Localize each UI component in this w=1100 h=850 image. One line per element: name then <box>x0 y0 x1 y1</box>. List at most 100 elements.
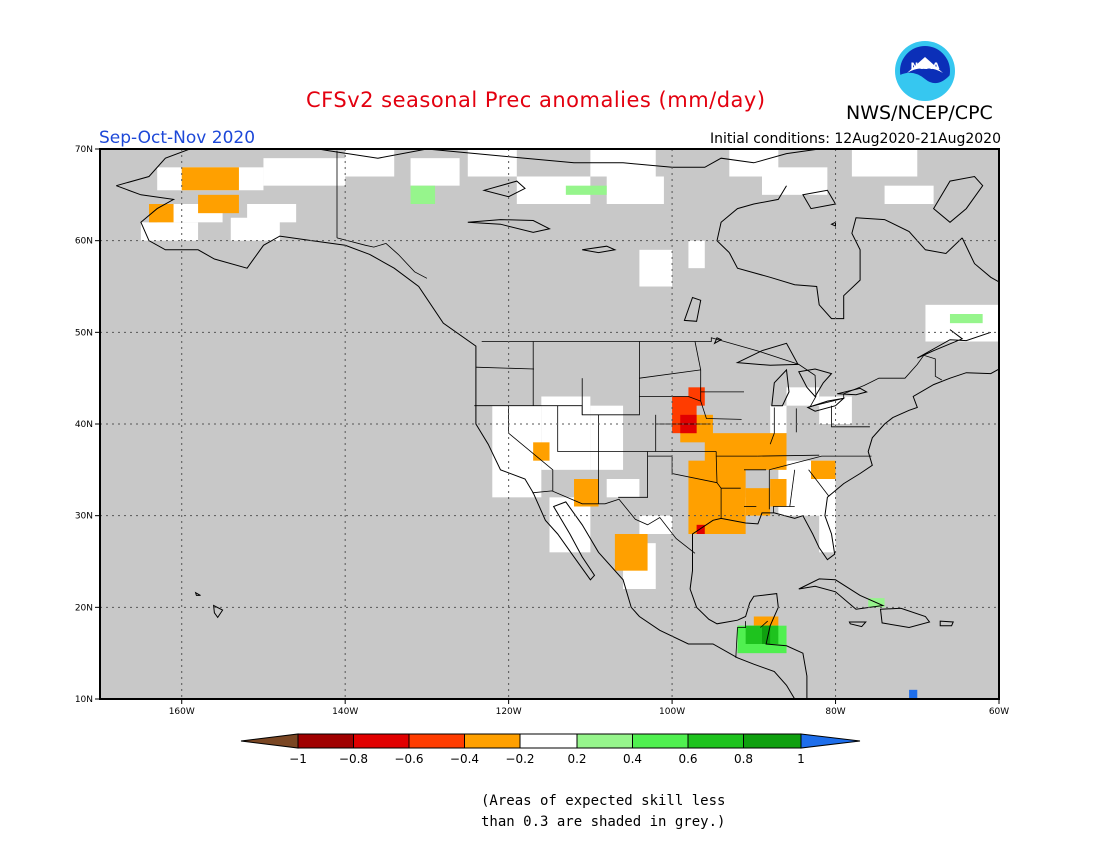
lake-outline <box>798 368 833 398</box>
low-skill-grey-background <box>100 149 999 699</box>
anomaly-cell-neutral <box>819 396 852 424</box>
political-border <box>694 341 742 420</box>
political-border <box>475 366 535 370</box>
anomaly-cell-neutral <box>639 515 673 534</box>
anomaly-cell-neutral <box>639 249 673 287</box>
colorbar-bin <box>353 733 410 749</box>
colorbar-bin <box>464 733 521 749</box>
skill-note: (Areas of expected skill less than 0.3 a… <box>481 791 725 833</box>
initial-conditions-label: Initial conditions: 12Aug2020-21Aug2020 <box>710 131 1001 147</box>
island-outline <box>939 620 954 627</box>
island-outline <box>798 578 885 610</box>
anomaly-cell-neutral <box>778 460 836 516</box>
colorbar-bin <box>519 733 578 749</box>
island-outline <box>879 607 931 629</box>
island-outline <box>932 175 984 223</box>
lake-outline <box>467 219 551 233</box>
anomaly-cell-neutral <box>729 149 779 177</box>
anomaly-cell-wet-0-8-1 <box>761 625 771 644</box>
lon-tick-label: 140W <box>332 707 358 717</box>
map-frame <box>99 148 1000 700</box>
anomaly-cell-neutral <box>492 405 542 498</box>
anomaly-cell-neutral <box>761 167 828 195</box>
political-border <box>808 469 830 497</box>
season-label: Sep-Oct-Nov 2020 <box>99 128 256 148</box>
colorbar-tick-label: −0.4 <box>450 752 479 766</box>
anomaly-cell-dry-0-2-0-4 <box>614 534 648 571</box>
colorbar-above-max-triangle <box>800 733 861 749</box>
lake-outline <box>582 245 617 254</box>
island-outline <box>1003 336 1056 361</box>
anomaly-cell-dry-0-2-0-4 <box>811 460 836 479</box>
anomaly-cell-neutral <box>884 185 934 204</box>
colorbar-bin <box>297 733 354 749</box>
island-outline <box>802 189 837 210</box>
colorbar-tick-label: 1 <box>797 752 805 766</box>
logo-text: NOAA <box>911 62 940 72</box>
agency-label: NWS/NCEP/CPC <box>846 102 993 124</box>
political-border <box>735 621 746 658</box>
skill-note-line: than 0.3 are shaded in grey.) <box>481 814 726 830</box>
political-border <box>760 620 768 628</box>
island-outline <box>848 621 867 628</box>
coastline <box>728 217 963 320</box>
lat-tick-label: 60N <box>75 237 93 247</box>
colorbar-tick-label: 0.4 <box>623 752 642 766</box>
lon-tick-label: 80W <box>825 707 845 717</box>
anomaly-cell-neutral <box>590 149 656 177</box>
political-border <box>769 455 872 471</box>
anomaly-cell-neutral <box>590 405 624 470</box>
colorbar-below-min-triangle <box>240 733 299 749</box>
political-border <box>618 451 648 498</box>
colorbar-bin <box>687 733 744 749</box>
anomaly-cell-neutral <box>819 515 836 553</box>
colorbar-tick-label: 0.8 <box>734 752 753 766</box>
anomaly-cell-wet-0-6-0-8 <box>745 625 779 644</box>
anomaly-cell-neutral <box>851 149 918 177</box>
political-border <box>773 506 795 513</box>
island-outline <box>213 604 224 619</box>
anomaly-cell-dry-0-2-0-4 <box>704 433 787 470</box>
anomaly-cell-wet-0-2-0-4 <box>565 185 607 195</box>
lake-outline <box>771 368 790 407</box>
lake-outline <box>735 342 799 366</box>
anomaly-cell-dry-0-2-0-4 <box>149 204 174 223</box>
anomaly-cell-dry-0-2-0-4 <box>533 442 550 461</box>
political-border <box>831 405 870 428</box>
anomaly-cell-dry-0-4-0-6 <box>672 396 697 434</box>
colorbar-bin <box>743 733 802 749</box>
anomaly-cell-neutral <box>623 543 656 589</box>
political-border <box>639 396 701 402</box>
coastline <box>689 552 808 699</box>
anomaly-cell-neutral <box>230 217 280 241</box>
colorbar-tick-label: 0.6 <box>678 752 697 766</box>
lake-outline <box>482 180 526 198</box>
anomaly-cell-neutral <box>467 149 517 177</box>
anomaly-cell-dry-0-6-0-8 <box>680 414 697 434</box>
anomaly-cell-neutral <box>688 240 705 269</box>
lat-tick-label: 20N <box>75 603 93 613</box>
colorbar-bin <box>408 733 465 749</box>
anomaly-cell-neutral <box>770 405 787 434</box>
coastline <box>716 185 787 253</box>
colorbar-bin <box>632 733 689 749</box>
anomaly-cell-wet-0-2-0-4 <box>949 314 983 324</box>
political-border <box>532 490 696 554</box>
anomaly-cell-neutral <box>737 497 771 516</box>
colorbar-tick-label: −0.2 <box>505 752 534 766</box>
political-border <box>474 341 640 416</box>
island-outline <box>194 591 201 596</box>
lat-tick-label: 70N <box>75 145 93 155</box>
political-border <box>757 454 820 457</box>
lat-tick-label: 50N <box>75 328 93 338</box>
skill-note-line: (Areas of expected skill less <box>481 793 726 809</box>
anomaly-cell-neutral <box>606 176 664 204</box>
colorbar-bin <box>576 733 633 749</box>
lon-tick-label: 120W <box>496 707 522 717</box>
anomaly-cell-dry-0-2-0-4 <box>753 616 779 626</box>
island-outline <box>830 221 836 227</box>
coastline <box>692 368 999 561</box>
lake-outline <box>806 397 846 412</box>
anomaly-cell-dry-0-2-0-4 <box>181 167 239 191</box>
coastline <box>116 185 796 699</box>
